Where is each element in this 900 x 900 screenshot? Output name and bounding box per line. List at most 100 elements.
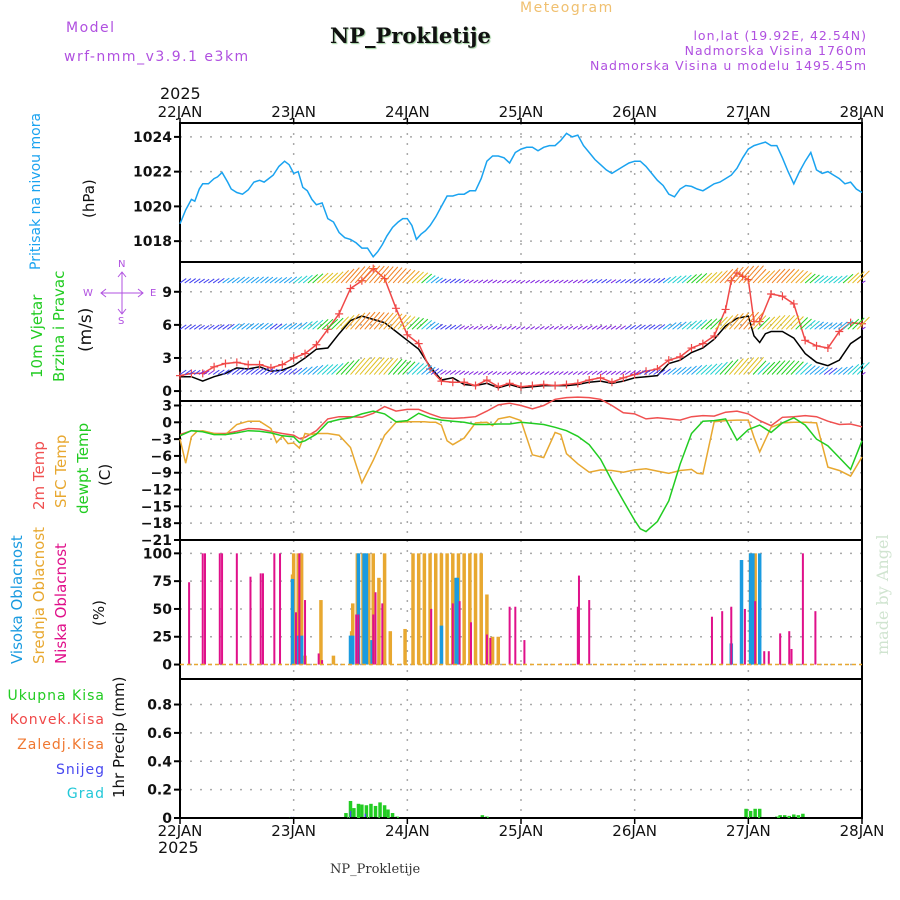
wind-barb-arrow [714,270,728,284]
wind-barb-arrow [838,321,848,330]
wind-barb-arrow [781,360,795,375]
wind-barb-arrow [847,272,860,284]
wind-barb-arrow [823,322,833,330]
wind-barb-arrow [378,312,394,330]
wind-barb-arrow [321,318,334,330]
wind-barb-arrow [511,325,517,330]
x-tick-label-bottom: 24JAN [385,822,430,840]
wind-barb-arrow [705,271,718,284]
wind-barb-arrow [279,323,288,330]
wind-barb-arrow [534,326,540,330]
wind-barb-arrow [255,368,264,375]
wind-barb-arrow [710,362,723,375]
wind-barb-arrow [392,268,407,284]
wind-barb-arrow [733,357,750,375]
wind-barb-arrow [283,276,293,284]
wind-barb-arrow [819,321,829,330]
wind-barb-arrow [847,318,860,330]
wind-barb-arrow [771,268,786,284]
elevation-label: Nadmorska Visina 1760m [684,43,867,58]
wind-barb-arrow [203,278,210,284]
series-line-sfc-temp [179,415,863,485]
wind-barb-arrow [463,325,470,330]
gust-marker [460,378,469,387]
bar-visoka-oblacnost [757,553,762,665]
wind-barb-arrow [227,368,235,375]
bar-srednja-oblacnost [496,636,501,665]
wind-barb-arrow [686,274,697,284]
gust-marker [528,381,537,390]
wind-barb-arrow [231,323,240,330]
wind-barb-arrow [587,325,593,330]
wind-barb-arrow [667,275,677,284]
y-tick-label: 1020 [133,199,172,215]
panel-temperature: 30−3−6−9−12−15−18−21 [141,396,863,549]
wind-barb-arrow [302,274,313,284]
wind-barb-arrow [487,325,494,330]
wind-barb-arrow [497,371,502,375]
bar-ukupna-kisa [378,802,382,818]
wind-barb-arrow [515,326,521,330]
compass-e-label: E [150,288,157,299]
wind-barb-arrow [838,275,848,284]
bar-ukupna-kisa [348,800,353,818]
wind-barb-arrow [444,370,452,375]
wind-barb-arrow [823,367,833,375]
wind-barb-arrow [809,274,820,284]
wind-barb-arrow [662,368,671,375]
wind-barb-arrow [795,270,808,284]
wind-barb-arrow [421,320,433,330]
wind-barb-arrow [373,266,390,284]
wind-barb-arrow [691,364,703,375]
wind-barb-arrow [411,271,424,284]
bar-niska-oblacnost [430,608,433,665]
wind-barb-arrow [397,360,412,375]
wind-barb-arrow [302,321,313,330]
bar-srednja-oblacnost [382,553,387,665]
gust-marker [607,378,616,387]
gust-marker [664,356,673,365]
bar-ukupna-kisa [801,813,805,818]
wind-barb-arrow [515,371,521,375]
bar-visoka-oblacnost [299,635,304,665]
wind-barb-arrow [643,369,651,375]
wind-barb-arrow [525,371,531,375]
wind-barb-arrow [411,363,424,375]
wind-barb-arrow [700,318,713,330]
wind-barb-arrow [179,324,187,330]
panel-precip: 0 0.2 0.4 0.6 0.8 [147,678,863,827]
wind-barb-arrow [250,276,260,284]
wind-barb-arrow [406,270,420,284]
wind-barb-arrow [539,279,545,284]
y-tick-label: 9 [162,285,172,301]
wind-barb-arrow [568,371,574,375]
gust-marker [858,319,866,328]
y-tick-label: 0.6 [147,726,172,742]
wind-barb-arrow [653,324,661,330]
wind-barb-arrow [856,270,870,284]
wind-barb-arrow [520,326,526,330]
wind-barb-arrow [596,325,603,330]
wind-barb-arrow [217,277,225,284]
bar-niska-oblacnost [451,603,454,665]
gust-marker [562,380,571,389]
page-title: NP_Prokletije [330,23,491,48]
x-tick-label-top: 24JAN [385,103,430,121]
wind-barb-arrow [544,279,550,284]
wind-barb-arrow [506,279,512,284]
wind-barb-arrow [378,266,394,284]
wind-barb-arrow [369,312,385,330]
compass-s-label: S [118,316,125,327]
wind-barb-arrow [269,368,278,375]
wind-barb-arrow [255,322,264,330]
wind-barb-arrow [364,357,381,375]
wind-barb-arrow [440,370,447,375]
bar-niska-oblacnost [710,616,713,665]
wind-barb-arrow [577,370,583,375]
wind-barb-arrow [430,322,440,330]
bar-srednja-oblacnost [411,553,415,665]
wind-barb-arrow [179,369,187,375]
x-tick-label-bottom: 27JAN [726,822,771,840]
wind-barb-arrow [814,366,824,375]
wind-barb-arrow [444,324,452,330]
